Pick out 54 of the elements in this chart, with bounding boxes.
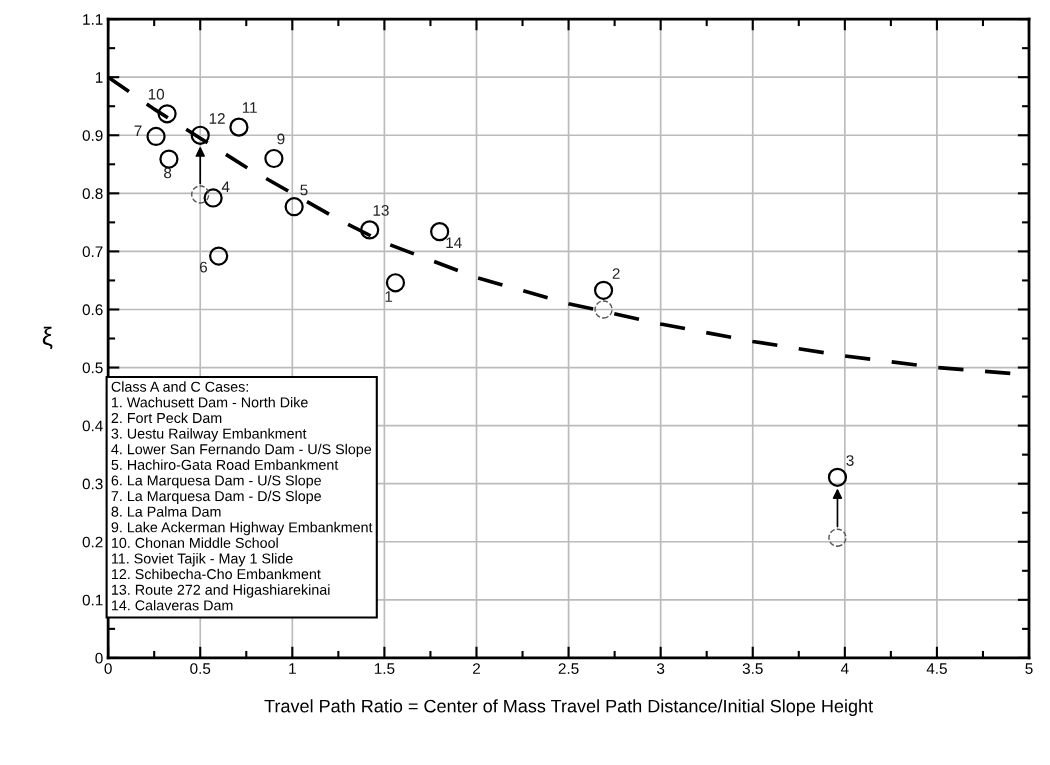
x-tick-label: 0	[104, 663, 112, 674]
y-tick-label: 0.1	[82, 594, 103, 606]
x-tick-label: 0.5	[190, 663, 211, 674]
annotation: 2. Fort Peck Dam	[111, 412, 222, 424]
x-tick-label: 1.5	[374, 663, 395, 674]
annotation: 2	[612, 268, 620, 279]
annotation: 14. Calaveras Dam	[112, 599, 233, 611]
x-tick-label: 2	[473, 663, 480, 674]
x-tick-label: 4.5	[926, 663, 947, 674]
annotation: 9. Lake Ackerman Highway Embankment	[111, 521, 373, 536]
annotation: 7. La Marquesa Dam - D/S Slope	[111, 490, 321, 504]
x-axis-title: Travel Path Ratio = Center of Mass Travel Path Distance/Initial Slope Height	[264, 699, 873, 717]
annotation: 3	[846, 455, 854, 466]
y-tick-label: 0.3	[82, 478, 103, 490]
annotation: 8	[164, 167, 172, 179]
annotation: 8. La Palma Dam	[111, 506, 221, 517]
annotation: 9	[277, 133, 285, 145]
annotation: 14	[446, 237, 462, 248]
x-tick-label: 1	[289, 663, 296, 674]
annotation: 6	[199, 261, 208, 273]
annotation: 3. Uestu Railway Embankment	[111, 428, 307, 442]
y-tick-label: 0.8	[82, 188, 103, 200]
annotation: 10. Chonan Middle School	[112, 537, 278, 548]
annotation: 5	[300, 184, 308, 196]
y-tick-label: 0.9	[82, 130, 103, 141]
x-tick-label: 3	[656, 663, 665, 674]
y-tick-label: 0.7	[82, 246, 103, 258]
y-tick-label: 1.1	[83, 14, 103, 25]
annotation: 1	[385, 291, 393, 302]
y-tick-label: 0.4	[82, 420, 103, 432]
annotation: 10	[148, 88, 165, 100]
annotation: 13. Route 272 and Higashiarekinai	[112, 584, 330, 598]
annotation: 12	[209, 113, 225, 124]
annotation: 11	[242, 102, 257, 113]
annotation: 6. La Marquesa Dam - U/S Slope	[111, 475, 321, 489]
annotation: 4. Lower San Fernando Dam - U/S Slope	[111, 443, 372, 458]
y-axis-title: ξ	[42, 326, 53, 350]
annotation: Class A and C Cases:	[111, 381, 248, 392]
annotation: 12. Schibecha-Cho Embankment	[112, 568, 321, 580]
x-tick-label: 3.5	[742, 663, 763, 674]
annotation: 7	[134, 125, 142, 137]
annotation: 5. Hachiro-Gata Road Embankment	[111, 459, 339, 470]
x-tick-label: 2.5	[558, 663, 579, 674]
y-tick-label: 0.6	[82, 304, 103, 316]
x-tick-label: 5	[1025, 663, 1033, 674]
annotation: 4	[221, 181, 230, 193]
annotation: 13	[373, 204, 389, 216]
annotation: 11. Soviet Tajik - May 1 Slide	[112, 553, 293, 567]
y-tick-label: 1	[95, 72, 103, 83]
y-tick-label: 0	[95, 652, 103, 664]
annotation: 1. Wachusett Dam - North Dike	[112, 396, 308, 408]
y-tick-label: 0.2	[82, 536, 103, 548]
y-tick-label: 0.5	[82, 362, 103, 374]
x-tick-label: 4	[840, 663, 849, 674]
